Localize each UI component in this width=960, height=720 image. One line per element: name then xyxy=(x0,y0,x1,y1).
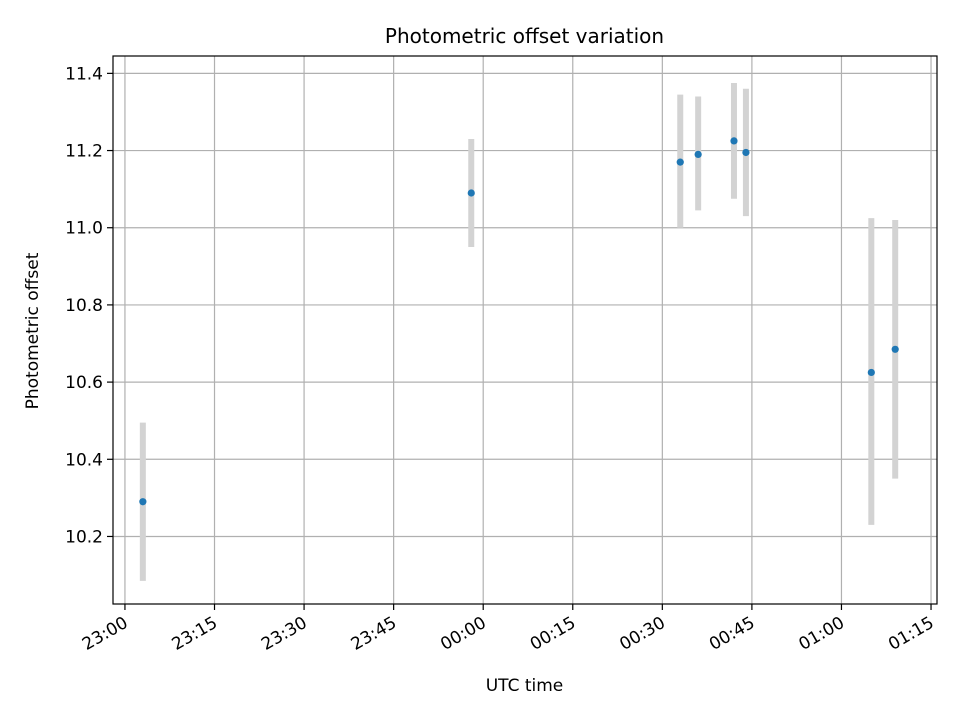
data-points xyxy=(139,137,899,506)
y-tick-label: 10.4 xyxy=(65,450,103,470)
x-tick-label: 23:45 xyxy=(348,613,400,655)
x-tick-label: 01:00 xyxy=(796,613,848,655)
data-point xyxy=(694,150,702,159)
y-tick-label: 10.2 xyxy=(65,527,103,547)
data-point xyxy=(139,498,147,506)
x-tick-label: 01:15 xyxy=(885,613,937,655)
data-point xyxy=(730,137,738,145)
data-point xyxy=(867,368,875,377)
axis-ticks: 23:00 23:15 23:30 23:45 00:00 00:15 00:30 00:45… xyxy=(65,64,937,654)
data-point xyxy=(467,189,475,197)
x-tick-label: 23:00 xyxy=(79,613,131,655)
x-tick-label: 23:15 xyxy=(169,613,221,655)
error-bars xyxy=(139,83,899,581)
y-tick-label: 10.6 xyxy=(65,373,103,393)
x-tick-label: 00:15 xyxy=(527,613,579,655)
data-point xyxy=(742,148,750,157)
plot-frame xyxy=(112,55,938,605)
y-tick-label: 11.4 xyxy=(65,64,103,84)
data-point xyxy=(891,345,899,353)
chart-title: Photometric offset variation xyxy=(385,24,664,48)
y-axis-label: Photometric offset xyxy=(23,252,43,409)
x-tick-label: 00:45 xyxy=(706,613,758,655)
y-tick-label: 11.2 xyxy=(65,142,103,162)
data-point xyxy=(676,158,684,166)
y-tick-label: 11.0 xyxy=(65,219,103,239)
x-axis-label: UTC time xyxy=(486,676,564,696)
x-tick-label: 23:30 xyxy=(258,613,310,655)
grid-lines xyxy=(113,56,937,604)
y-tick-label: 10.8 xyxy=(65,296,103,316)
x-tick-label: 00:00 xyxy=(437,613,489,655)
x-tick-label: 00:30 xyxy=(616,613,668,655)
